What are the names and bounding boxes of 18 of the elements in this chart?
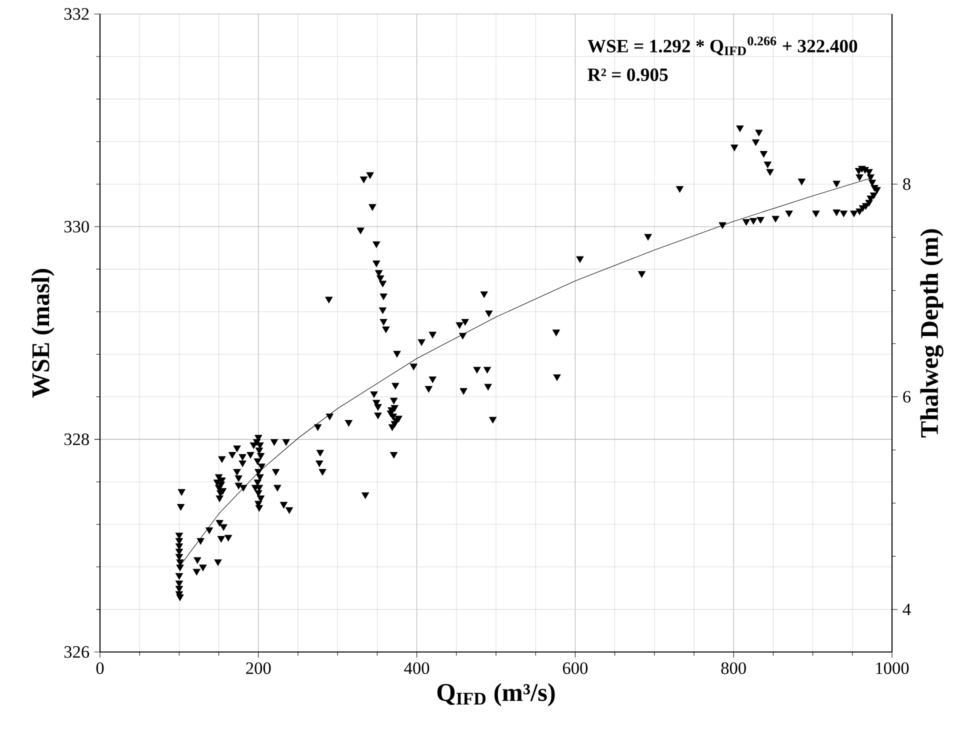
x-tick-label: 400 — [404, 662, 430, 674]
annotation: R² = 0.905 — [588, 68, 668, 82]
y2-axis-title: Thalweg Depth (m) — [920, 229, 944, 438]
y-axis-title: WSE (masl) — [31, 269, 54, 398]
x-tick-label: 800 — [721, 662, 746, 674]
y-tick-label: 330 — [64, 220, 89, 233]
y-tick-label: 332 — [64, 8, 89, 20]
y-tick-label: 326 — [64, 646, 90, 658]
y2-tick-label: 4 — [902, 604, 911, 616]
x-tick-label: 600 — [562, 662, 588, 674]
x-tick-label: 1000 — [876, 662, 909, 674]
annotation: WSE = 1.292 * Q$_{IFD}$$^{0.266}$ + 322.400 — [588, 36, 858, 56]
y-tick-label: 328 — [64, 433, 89, 446]
y2-tick-label: 8 — [903, 178, 910, 190]
y2-tick-label: 6 — [903, 390, 911, 403]
x-tick-label: 200 — [246, 662, 271, 674]
x-axis-title: Q$_{IFD}$ (m³/s) — [437, 683, 555, 706]
x-tick-label: 0 — [96, 662, 104, 674]
